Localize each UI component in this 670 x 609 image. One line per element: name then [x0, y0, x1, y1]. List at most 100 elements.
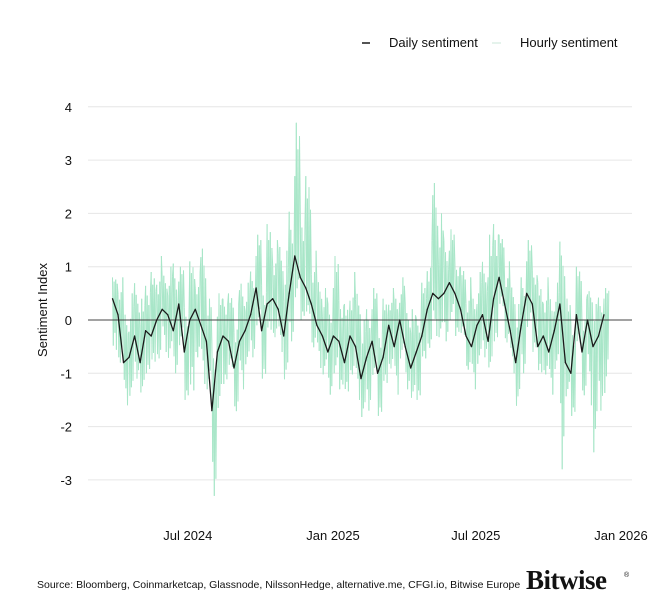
- hourly-segment: [491, 245, 494, 357]
- daily-point: [526, 292, 528, 294]
- y-tick-label: 1: [65, 260, 72, 275]
- x-tick-label: Jul 2024: [163, 528, 212, 543]
- daily-point: [288, 292, 290, 294]
- daily-point: [470, 346, 473, 348]
- hourly-segment: [436, 225, 439, 337]
- daily-point: [172, 330, 174, 332]
- daily-point: [575, 314, 578, 316]
- hourly-segment: [585, 298, 588, 386]
- daily-point: [509, 330, 511, 332]
- hourly-segment: [441, 230, 444, 323]
- hourly-segment: [210, 307, 213, 344]
- hourly-segment: [215, 380, 218, 479]
- hourly-segment: [198, 271, 201, 347]
- daily-point: [404, 346, 406, 348]
- hourly-segment: [138, 312, 141, 325]
- y-axis-ticks: 4 3 2 1 0 -1 -2 -3: [60, 100, 72, 488]
- hourly-segment: [265, 292, 267, 374]
- bitwise-logo: Bitwise ®: [526, 565, 630, 595]
- hourly-segment: [409, 327, 412, 333]
- daily-point: [520, 324, 522, 326]
- daily-point: [238, 340, 241, 342]
- hourly-segment: [564, 276, 566, 325]
- hourly-segment: [359, 314, 362, 356]
- daily-point: [432, 292, 434, 294]
- hourly-segment: [437, 225, 439, 265]
- hourly-segment: [303, 222, 306, 316]
- daily-point: [476, 324, 478, 326]
- daily-point: [222, 335, 224, 337]
- hourly-segment: [115, 283, 118, 350]
- daily-point: [128, 356, 130, 358]
- hourly-segment: [607, 290, 610, 360]
- legend-daily-label: Daily sentiment: [389, 35, 478, 50]
- daily-point: [454, 292, 456, 294]
- hourly-segment: [282, 271, 285, 302]
- hourly-segment: [347, 321, 350, 392]
- hourly-segment: [425, 298, 427, 359]
- daily-point: [388, 324, 390, 326]
- hourly-segment: [415, 315, 417, 319]
- hourly-segment: [524, 303, 527, 364]
- daily-point: [553, 330, 555, 332]
- hourly-segment: [220, 299, 223, 385]
- daily-point: [366, 356, 368, 358]
- daily-point: [371, 340, 373, 342]
- hourly-segment: [602, 318, 604, 396]
- hourly-segment: [194, 278, 196, 289]
- hourly-segment: [568, 305, 571, 382]
- hourly-segment: [591, 302, 594, 330]
- x-axis-ticks: Jul 2024 Jan 2025 Jul 2025 Jan 2026: [163, 528, 647, 543]
- daily-point: [117, 314, 119, 316]
- daily-point: [250, 314, 252, 316]
- hourly-segment: [326, 297, 329, 305]
- hourly-segment: [370, 335, 372, 400]
- hourly-segment: [270, 247, 273, 330]
- hourly-segment: [596, 312, 599, 412]
- daily-point: [111, 298, 114, 300]
- hourly-segment: [519, 315, 521, 390]
- daily-point: [145, 330, 147, 332]
- hourly-segment: [287, 267, 289, 363]
- daily-point: [200, 324, 202, 326]
- legend: Daily sentiment Hourly sentiment: [362, 35, 618, 50]
- daily-point: [443, 292, 445, 294]
- daily-point: [167, 314, 169, 316]
- daily-point: [255, 287, 257, 289]
- daily-point: [393, 346, 395, 348]
- x-tick-label: Jan 2026: [594, 528, 648, 543]
- daily-point: [283, 335, 285, 337]
- daily-point: [459, 308, 462, 310]
- daily-point: [305, 287, 307, 289]
- daily-point: [377, 372, 379, 374]
- hourly-segment: [531, 245, 533, 271]
- daily-point: [211, 410, 213, 412]
- hourly-segment: [160, 255, 163, 280]
- hourly-segment: [248, 292, 251, 352]
- hourly-segment: [453, 234, 456, 264]
- y-tick-label: 2: [65, 206, 72, 221]
- hourly-segment: [342, 306, 345, 385]
- y-tick-label: -3: [60, 473, 72, 488]
- hourly-segment: [122, 277, 124, 321]
- daily-point: [156, 319, 158, 321]
- daily-point: [349, 335, 351, 337]
- daily-point: [299, 276, 301, 278]
- hourly-segment: [237, 303, 240, 402]
- daily-point: [227, 340, 230, 342]
- hourly-segment: [166, 288, 169, 296]
- daily-point: [564, 362, 567, 364]
- source-note: Source: Bloomberg, Coinmarketcap, Glassn…: [37, 579, 520, 591]
- hourly-segment: [143, 305, 146, 380]
- daily-point: [354, 346, 357, 348]
- hourly-segment: [503, 247, 506, 281]
- daily-point: [310, 303, 312, 305]
- daily-point: [272, 298, 274, 300]
- daily-point: [233, 367, 235, 369]
- hourly-segment: [243, 306, 245, 390]
- hourly-segment: [226, 303, 229, 380]
- y-tick-label: 0: [65, 313, 72, 328]
- legend-hourly-label: Hourly sentiment: [520, 35, 618, 50]
- daily-sentiment-series: [111, 255, 605, 412]
